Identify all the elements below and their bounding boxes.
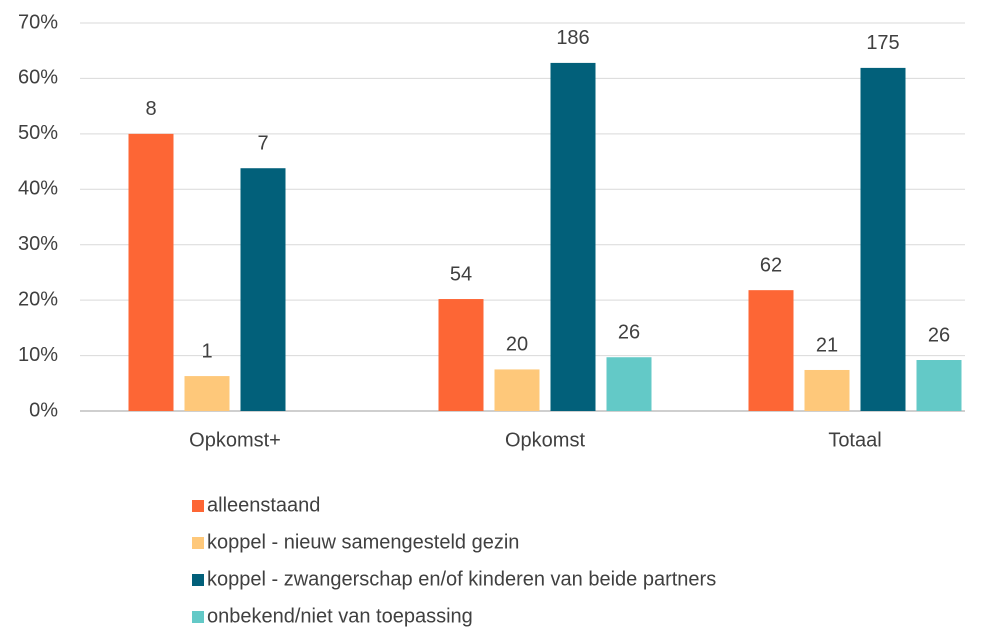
- legend-label: onbekend/niet van toepassing: [207, 605, 473, 627]
- data-label: 175: [866, 32, 899, 54]
- data-label: 26: [928, 324, 950, 346]
- data-label: 7: [257, 133, 268, 155]
- bar: [804, 369, 850, 411]
- y-tick-label: 20%: [18, 288, 58, 310]
- y-tick-label: 0%: [29, 399, 58, 421]
- data-label: 62: [760, 254, 782, 276]
- bar: [494, 369, 540, 411]
- data-label: 54: [450, 263, 472, 285]
- bar: [860, 67, 906, 411]
- legend-label: koppel - nieuw samengesteld gezin: [207, 531, 519, 553]
- legend-swatch: [192, 574, 204, 586]
- x-tick-label: Opkomst: [505, 429, 585, 451]
- bar: [550, 62, 596, 412]
- data-label: 26: [618, 322, 640, 344]
- bar: [184, 376, 230, 411]
- y-tick-label: 70%: [18, 11, 58, 33]
- legend-swatch: [192, 611, 204, 623]
- data-label: 1: [201, 340, 212, 362]
- bar: [606, 357, 652, 411]
- x-tick-label: Opkomst+: [189, 429, 281, 451]
- legend-label: koppel - zwangerschap en/of kinderen van…: [207, 568, 716, 590]
- bar: [916, 360, 962, 411]
- y-tick-label: 30%: [18, 233, 58, 255]
- data-label: 8: [145, 98, 156, 120]
- data-label: 20: [506, 334, 528, 356]
- bar: [748, 290, 794, 411]
- y-tick-label: 60%: [18, 67, 58, 89]
- y-tick-label: 40%: [18, 178, 58, 200]
- legend-swatch: [192, 537, 204, 549]
- y-tick-label: 10%: [18, 344, 58, 366]
- bar: [438, 299, 484, 411]
- bar: [128, 133, 174, 411]
- legend-swatch: [192, 500, 204, 512]
- data-label: 186: [556, 27, 589, 49]
- bar: [240, 168, 286, 411]
- y-tick-label: 50%: [18, 122, 58, 144]
- x-tick-label: Totaal: [828, 429, 881, 451]
- data-label: 21: [816, 334, 838, 356]
- legend-label: alleenstaand: [207, 494, 320, 516]
